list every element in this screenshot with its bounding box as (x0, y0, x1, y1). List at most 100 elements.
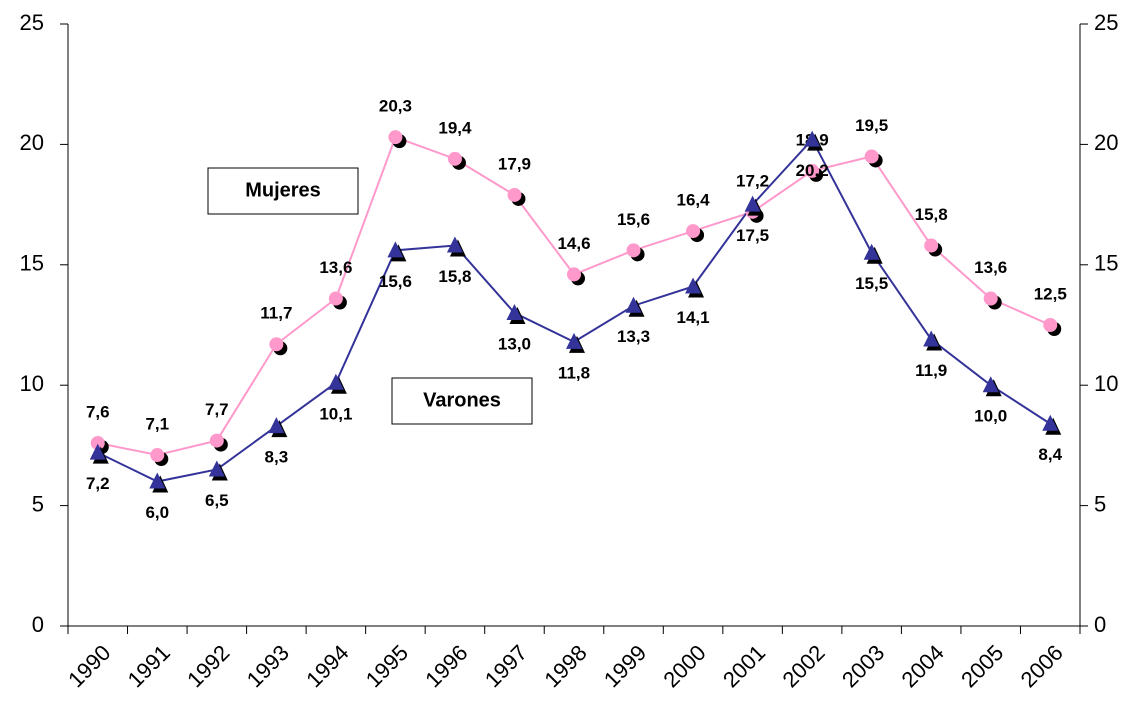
data-label: 15,8 (915, 205, 948, 224)
marker (1042, 414, 1059, 431)
x-tick-label: 2001 (718, 640, 770, 692)
data-label: 20,2 (796, 161, 829, 180)
y2-tick-label: 20 (1094, 130, 1118, 155)
x-tick-label: 2004 (897, 640, 949, 692)
data-label: 15,6 (617, 210, 650, 229)
x-tick-label: 2000 (658, 640, 710, 692)
data-label: 15,5 (855, 274, 888, 293)
marker (269, 337, 284, 352)
x-tick-label: 1992 (182, 640, 234, 692)
data-label: 17,5 (736, 226, 769, 245)
marker (567, 267, 581, 282)
x-tick-label: 1993 (242, 640, 294, 692)
y2-tick-label: 5 (1094, 491, 1106, 516)
marker (923, 330, 940, 347)
y-tick-label: 0 (32, 612, 44, 637)
data-label: 19,5 (855, 116, 888, 135)
marker (982, 376, 999, 393)
data-label: 11,9 (915, 361, 947, 380)
data-label: 11,7 (260, 304, 292, 323)
x-tick-label: 1997 (480, 640, 532, 692)
y-tick-label: 25 (20, 10, 44, 35)
data-label: 13,0 (498, 334, 531, 353)
data-label: 17,2 (736, 171, 769, 190)
marker (327, 373, 344, 390)
x-tick-label: 2005 (956, 640, 1008, 692)
y2-tick-label: 10 (1094, 371, 1118, 396)
marker (566, 332, 582, 349)
legend-box (391, 377, 533, 425)
data-label: 13,3 (617, 327, 650, 346)
data-label: 19,4 (438, 118, 472, 137)
data-label: 7,6 (86, 402, 110, 421)
data-label: 12,5 (1034, 284, 1067, 303)
marker (149, 472, 166, 489)
marker (625, 296, 642, 313)
marker (89, 443, 106, 460)
data-label: 15,8 (438, 267, 471, 286)
data-label: 14,6 (557, 234, 590, 253)
data-label: 6,0 (145, 503, 169, 522)
marker (150, 448, 165, 463)
marker (208, 460, 225, 477)
legend-label: Varones (423, 389, 501, 411)
y-tick-label: 5 (32, 491, 44, 516)
data-label: 14,1 (677, 308, 710, 327)
x-tick-label: 1998 (539, 640, 591, 692)
marker (686, 224, 701, 239)
x-tick-label: 1999 (599, 640, 651, 692)
marker (685, 277, 702, 294)
data-label: 7,1 (145, 415, 169, 434)
x-tick-label: 1996 (420, 640, 472, 692)
data-label: 13,6 (974, 258, 1007, 277)
data-label: 20,3 (379, 97, 412, 116)
x-tick-label: 1990 (63, 640, 115, 692)
y-tick-label: 10 (20, 371, 44, 396)
marker (328, 291, 343, 306)
marker (744, 195, 761, 212)
data-label: 8,3 (265, 448, 289, 467)
legend-label: Mujeres (245, 179, 321, 201)
data-label: 7,7 (205, 400, 229, 419)
marker (268, 417, 285, 434)
y2-tick-label: 15 (1094, 251, 1118, 276)
marker (447, 151, 462, 166)
marker (90, 435, 105, 450)
data-label: 17,9 (498, 154, 531, 173)
y2-tick-label: 0 (1094, 612, 1106, 637)
x-tick-label: 2002 (777, 640, 829, 692)
y-tick-label: 15 (20, 251, 44, 276)
data-label: 15,6 (379, 272, 412, 291)
data-label: 11,8 (558, 363, 590, 382)
marker (805, 163, 820, 178)
marker (446, 236, 463, 253)
marker (507, 187, 522, 202)
data-label: 16,4 (677, 191, 711, 210)
data-label: 13,6 (319, 258, 352, 277)
x-tick-label: 1991 (123, 640, 175, 692)
data-label: 10,1 (319, 404, 352, 423)
marker (387, 241, 404, 258)
data-label: 8,4 (1038, 445, 1062, 464)
data-label: 6,5 (205, 491, 229, 510)
marker (864, 149, 879, 164)
y2-tick-label: 25 (1094, 10, 1118, 35)
x-tick-label: 1995 (361, 640, 413, 692)
marker (209, 433, 224, 448)
data-label: 7,2 (86, 474, 110, 493)
marker (983, 291, 998, 306)
x-tick-label: 1994 (301, 640, 353, 692)
marker (804, 130, 821, 147)
marker (863, 243, 880, 260)
marker (388, 130, 403, 145)
data-label: 10,0 (974, 407, 1007, 426)
marker (924, 238, 939, 253)
x-tick-label: 2006 (1016, 640, 1068, 692)
marker (506, 303, 523, 320)
y-tick-label: 20 (20, 130, 44, 155)
x-tick-label: 2003 (837, 640, 889, 692)
marker (626, 243, 641, 258)
legend-box (207, 167, 359, 215)
marker (1043, 318, 1058, 332)
